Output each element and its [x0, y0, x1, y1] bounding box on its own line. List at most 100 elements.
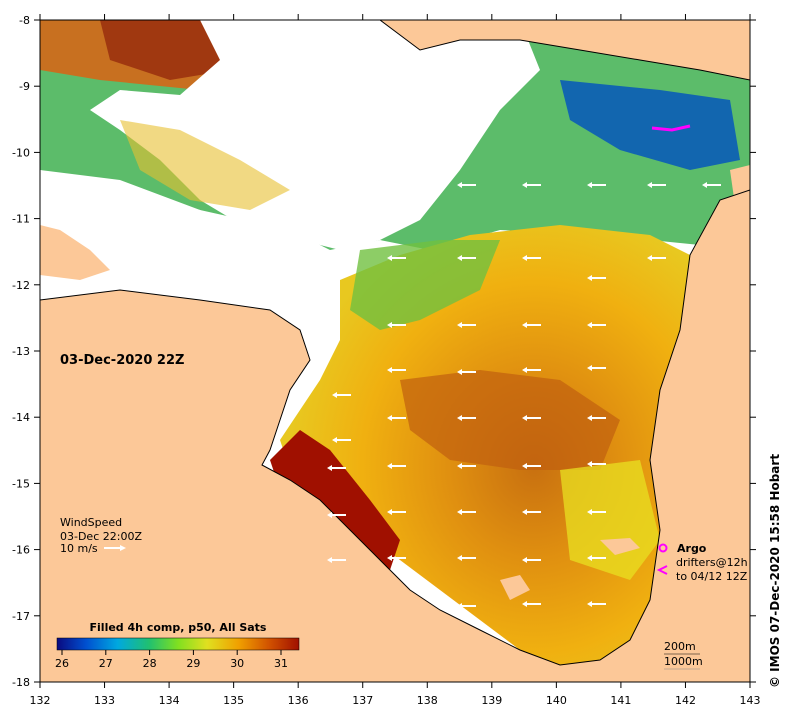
cloud-mask-west [40, 170, 370, 380]
wind-arrow [387, 367, 406, 373]
wind-arrow [587, 461, 606, 467]
y-tick-label: -14 [12, 411, 30, 424]
x-axis: 132 133 134 135 136 137 138 139 140 141 142 143 [30, 14, 761, 707]
y-axis: -8 -9 -10 -11 -12 -13 -14 -15 -16 -17 -18 [12, 14, 756, 689]
wind-scale-arrow [104, 545, 126, 551]
coastline-north [379, 20, 750, 81]
y-tick-label: -11 [12, 213, 30, 226]
x-tick-label: 135 [223, 694, 244, 707]
wind-arrow [522, 509, 541, 515]
argo-drifter-track [651, 124, 691, 132]
x-tick-label: 138 [417, 694, 438, 707]
wind-arrow [522, 255, 541, 261]
island-sweers [600, 538, 640, 555]
wind-arrow [457, 322, 476, 328]
wind-arrow [522, 557, 541, 563]
argo-marker-icon [658, 543, 668, 553]
colorbar: Filled 4h comp, p50, All Sats 26 27 28 29 30… [55, 621, 300, 670]
x-tick-label: 143 [740, 694, 761, 707]
y-tick-label: -12 [12, 279, 30, 292]
drifters-label-2: to 04/12 12Z [676, 570, 748, 583]
wind-legend-scale: 10 m/s [60, 542, 98, 555]
colorbar-title: Filled 4h comp, p50, All Sats [90, 621, 267, 634]
wind-arrow [327, 465, 346, 471]
wind-arrow [587, 509, 606, 515]
x-tick-label: 134 [159, 694, 180, 707]
x-tick-label: 140 [546, 694, 567, 707]
northern-sst-hot [100, 20, 230, 80]
island-mornington [500, 575, 530, 600]
wind-arrow [522, 415, 541, 421]
y-tick-label: -9 [19, 80, 30, 93]
colorbar-tick-label: 30 [230, 657, 244, 670]
x-tick-label: 141 [610, 694, 631, 707]
colorbar-ticks: 26 27 28 29 30 31 [55, 650, 288, 670]
wind-arrow [457, 509, 476, 515]
map-area [40, 20, 750, 682]
wind-arrow [332, 437, 351, 443]
wind-arrow [457, 555, 476, 561]
wind-arrow [457, 415, 476, 421]
depth-1000m-label: 1000m [664, 655, 703, 668]
wind-arrow [387, 463, 406, 469]
date-label: 03-Dec-2020 22Z [60, 353, 184, 368]
northern-sst-cool [560, 80, 740, 170]
wind-arrow [587, 275, 606, 281]
gulf-sst-core [400, 370, 620, 470]
drifters-label-1: drifters@12h [676, 556, 748, 569]
x-tick-label: 136 [288, 694, 309, 707]
land-torres-islands [730, 165, 750, 215]
land-cape-york-west [40, 225, 110, 280]
land-australia [40, 190, 750, 682]
y-tick-label: -8 [19, 14, 30, 27]
gulf-sst-hot-southwest [270, 430, 400, 570]
colorbar-tick-label: 27 [99, 657, 113, 670]
wind-arrow [387, 509, 406, 515]
coastline-main [40, 189, 750, 666]
colorbar-tick-label: 28 [143, 657, 157, 670]
x-tick-label: 133 [94, 694, 115, 707]
wind-arrow [327, 512, 346, 518]
wind-arrow [587, 415, 606, 421]
colorbar-gradient [56, 637, 300, 651]
y-tick-label: -13 [12, 345, 30, 358]
y-tick-label: -16 [12, 544, 30, 557]
wind-arrow [522, 182, 541, 188]
wind-legend-time: 03-Dec 22:00Z [60, 530, 142, 543]
wind-arrow [522, 322, 541, 328]
wind-arrow [387, 255, 406, 261]
x-tick-label: 137 [352, 694, 373, 707]
wind-arrow [522, 367, 541, 373]
drifter-track-line [651, 124, 691, 132]
y-tick-label: -10 [12, 146, 30, 159]
credit-label: © IMOS 07-Dec-2020 15:58 Hobart [768, 454, 782, 688]
wind-arrow [587, 365, 606, 371]
y-tick-label: -18 [12, 676, 30, 689]
x-tick-label: 139 [481, 694, 502, 707]
wind-arrow [457, 463, 476, 469]
drifter-arrow-icon [656, 565, 668, 575]
scattered-sst-patch [120, 120, 290, 210]
wind-arrow [457, 182, 476, 188]
wind-arrow [647, 255, 666, 261]
wind-legend-title: WindSpeed [60, 516, 122, 529]
wind-arrow [457, 369, 476, 375]
wind-arrow [457, 603, 476, 609]
colorbar-tick-label: 26 [55, 657, 69, 670]
x-tick-label: 142 [675, 694, 696, 707]
depth-legend: 200m 1000m [664, 640, 703, 670]
y-tick-label: -17 [12, 610, 30, 623]
gulf-sst-yellow-east [560, 460, 660, 580]
wind-arrow [647, 182, 666, 188]
wind-arrow [587, 555, 606, 561]
colorbar-tick-label: 29 [186, 657, 200, 670]
drifter-legend: Argo drifters@12h to 04/12 12Z [656, 542, 748, 583]
argo-label: Argo [677, 542, 707, 555]
wind-arrow [387, 555, 406, 561]
land-new-guinea [380, 20, 750, 80]
wind-arrows [327, 182, 721, 609]
y-tick-label: -15 [12, 477, 30, 490]
gulf-sst-green-north [350, 240, 500, 330]
wind-arrow [522, 463, 541, 469]
